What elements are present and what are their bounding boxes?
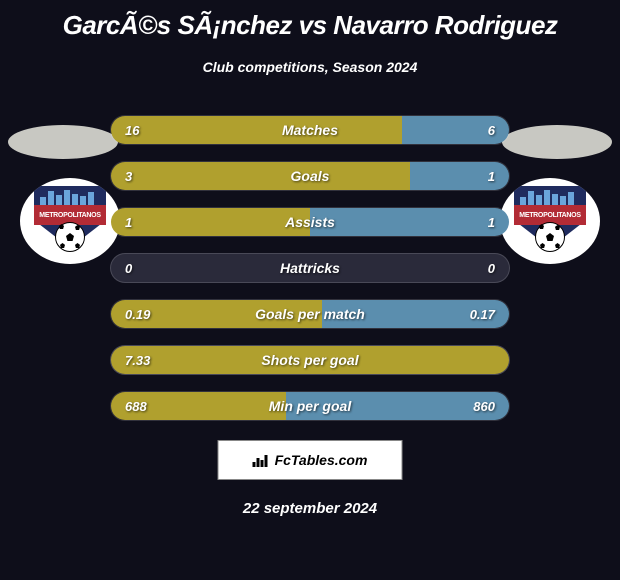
stat-label: Shots per goal [111,346,509,374]
site-attribution: FcTables.com [218,440,403,480]
stat-row: 11Assists [110,207,510,237]
stat-label: Hattricks [111,254,509,282]
stat-row: 166Matches [110,115,510,145]
comparison-title: GarcÃ©s SÃ¡nchez vs Navarro Rodriguez [0,0,620,41]
stat-label: Assists [111,208,509,236]
stat-row: 31Goals [110,161,510,191]
stat-row: 688860Min per goal [110,391,510,421]
stat-label: Goals per match [111,300,509,328]
subtitle: Club competitions, Season 2024 [0,59,620,75]
bar-chart-icon [253,453,271,467]
stat-row: 7.33Shots per goal [110,345,510,375]
stat-row: 00Hattricks [110,253,510,283]
stat-label: Min per goal [111,392,509,420]
site-name: FcTables.com [275,452,368,468]
stat-row: 0.190.17Goals per match [110,299,510,329]
stat-label: Goals [111,162,509,190]
stats-bars: 166Matches 31Goals 11Assists 00Hattricks 0.1… [0,115,620,437]
stat-label: Matches [111,116,509,144]
date-label: 22 september 2024 [0,500,620,517]
